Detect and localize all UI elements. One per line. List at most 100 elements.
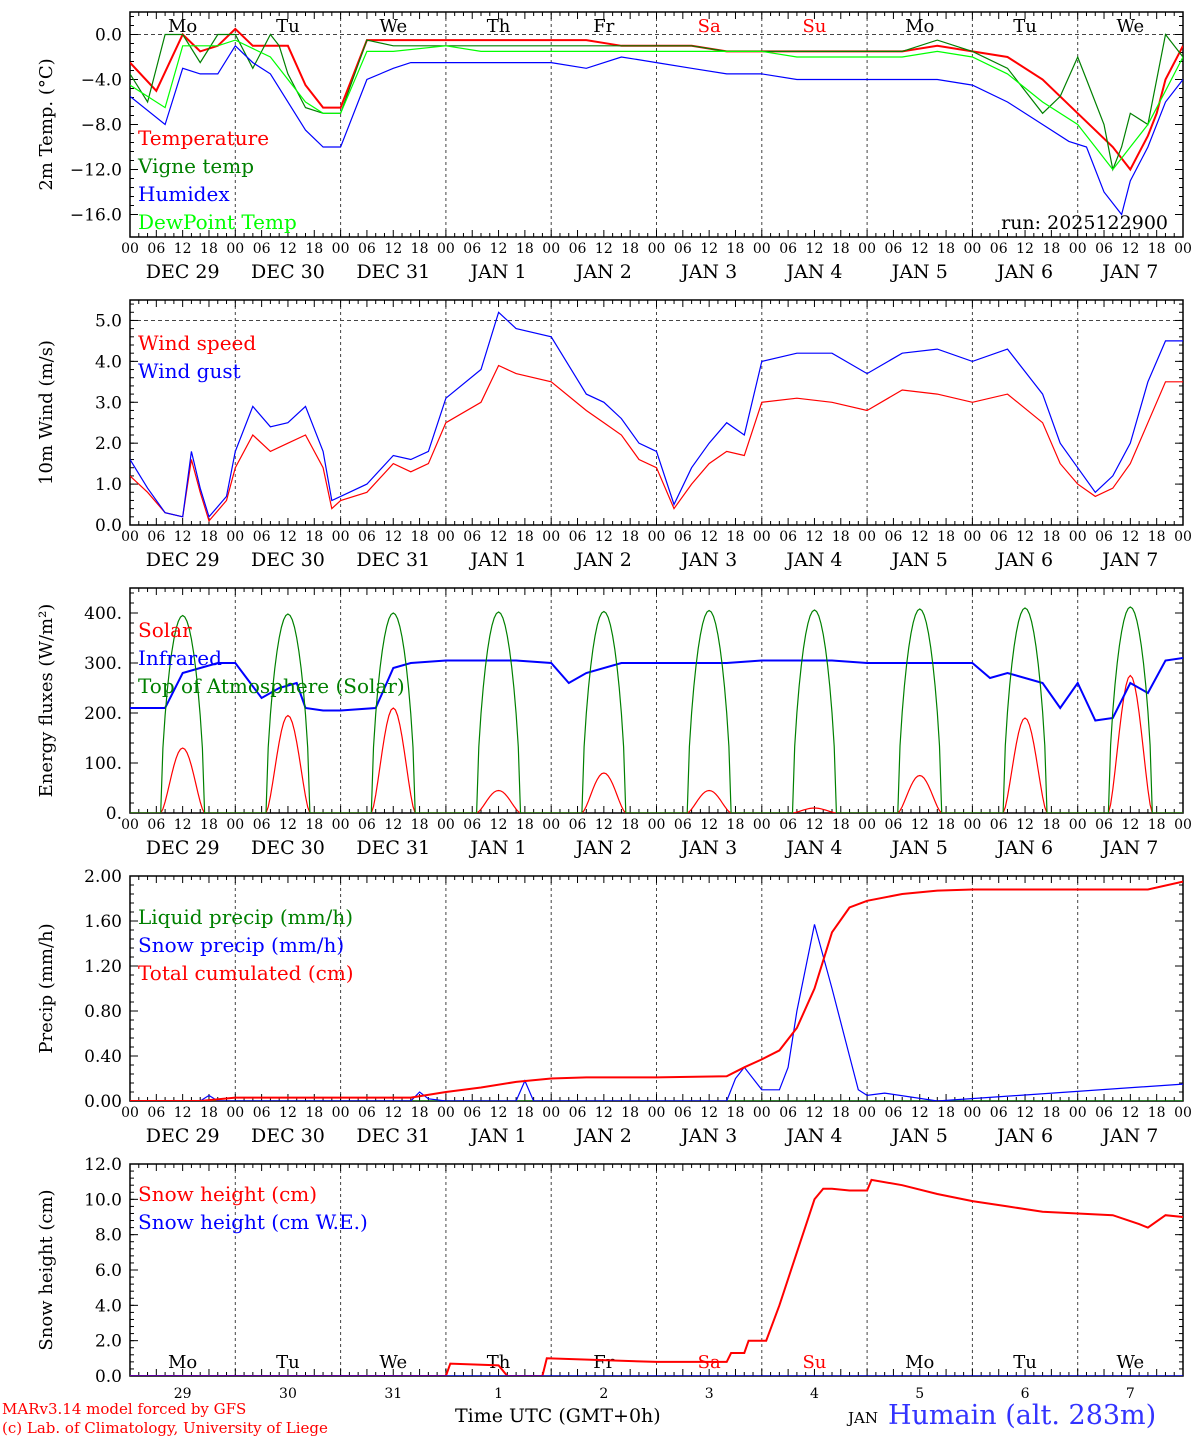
date-label: DEC 30 [251,549,325,571]
y-tick-label: 8.0 [95,1226,122,1246]
date-label: JAN 2 [574,261,632,283]
hour-tick-label: 06 [358,817,376,833]
hour-tick-label: 12 [1121,241,1139,257]
hour-tick-label: 06 [358,1105,376,1121]
hour-tick-label: 06 [569,817,587,833]
hour-tick-label: 00 [1069,817,1087,833]
hour-tick-label: 00 [858,1105,876,1121]
weekday-label: Tu [276,1352,300,1373]
hour-tick-label: 18 [1148,1105,1166,1121]
hour-tick-label: 00 [963,1105,981,1121]
hour-tick-label: 18 [1148,817,1166,833]
hour-tick-label: 12 [700,817,718,833]
hour-tick-label: 06 [990,1105,1008,1121]
weekday-label: Mo [905,16,934,37]
y-tick-label: 0.0 [95,1367,122,1387]
y-tick-label: 4.0 [95,1296,122,1316]
hour-tick-label: 12 [595,817,613,833]
date-label: JAN 4 [784,837,842,859]
hour-tick-label: 00 [753,817,771,833]
hour-tick-label: 00 [542,1105,560,1121]
date-label: JAN 4 [784,1125,842,1147]
y-tick-label: 0.00 [84,1092,122,1112]
y-axis-title-temp: 2m Temp. (°C) [36,58,57,190]
hour-tick-label: 00 [963,529,981,545]
legend-total-cumulated-cm-: Total cumulated (cm) [138,961,354,985]
legend-dewpoint-temp: DewPoint Temp [138,210,297,234]
day-number-label: 6 [1021,1386,1030,1402]
hour-tick-label: 06 [1095,529,1113,545]
hour-tick-label: 12 [174,529,192,545]
day-number-label: 2 [599,1386,608,1402]
series-group-precip [130,880,1183,1101]
hour-tick-label: 06 [147,817,165,833]
hour-tick-label: 18 [832,241,850,257]
date-label: JAN 1 [469,837,527,859]
hour-tick-label: 12 [1016,1105,1034,1121]
hour-tick-label: 06 [463,1105,481,1121]
hour-tick-label: 06 [463,817,481,833]
series-line-top-of-atmosphere-solar- [130,606,1183,813]
hour-tick-label: 00 [437,529,455,545]
plot-frame-wind [129,299,1184,526]
y-tick-label: 2.00 [84,867,122,887]
hour-tick-label: 06 [990,241,1008,257]
hour-tick-label: 00 [542,241,560,257]
date-label: JAN 1 [469,549,527,571]
plot-frame-energy [129,587,1184,814]
hour-tick-label: 00 [648,241,666,257]
hour-tick-label: 00 [1069,241,1087,257]
date-label: JAN 7 [1100,837,1158,859]
date-label: JAN 6 [995,261,1053,283]
hour-tick-label: 06 [885,817,903,833]
date-label: JAN 5 [890,549,948,571]
hour-tick-label: 06 [674,529,692,545]
date-label: JAN 3 [679,837,737,859]
hour-tick-label: 06 [569,529,587,545]
hour-tick-label: 12 [595,529,613,545]
hour-tick-label: 00 [1174,529,1192,545]
hour-tick-label: 18 [200,817,218,833]
hour-tick-label: 18 [727,817,745,833]
hour-tick-label: 18 [727,1105,745,1121]
hour-tick-label: 00 [226,1105,244,1121]
y-axis-title-snow: Snow height (cm) [36,1189,57,1350]
date-label: JAN 5 [890,261,948,283]
hour-tick-label: 00 [963,241,981,257]
y-tick-label: −4.0 [81,71,122,91]
hour-tick-label: 12 [384,817,402,833]
hour-tick-label: 00 [858,529,876,545]
y-tick-label: 0. [106,804,122,824]
hour-tick-label: 00 [121,241,139,257]
hour-tick-label: 18 [411,241,429,257]
hour-tick-label: 00 [226,241,244,257]
hour-tick-label: 06 [674,241,692,257]
date-label: JAN 5 [890,837,948,859]
hour-tick-label: 18 [516,817,534,833]
y-tick-label: 1.60 [84,912,122,932]
hour-tick-label: 00 [437,1105,455,1121]
date-label: JAN 7 [1100,549,1158,571]
hour-tick-label: 06 [674,1105,692,1121]
series-line-infrared [130,657,1183,722]
date-label: DEC 30 [251,261,325,283]
y-tick-label: 0.0 [95,516,122,536]
hour-tick-label: 06 [253,529,271,545]
date-label: JAN 6 [995,549,1053,571]
day-number-label: 7 [1126,1386,1135,1402]
hour-tick-label: 12 [490,241,508,257]
hour-tick-label: 18 [200,241,218,257]
hour-tick-label: 12 [700,241,718,257]
date-label: DEC 31 [356,549,430,571]
y-tick-label: −16.0 [70,206,122,226]
date-label: JAN 2 [574,1125,632,1147]
hour-tick-label: 18 [832,529,850,545]
hour-tick-label: 12 [384,1105,402,1121]
series-group-snow [130,1178,1183,1376]
hour-tick-label: 00 [963,817,981,833]
hour-tick-label: 18 [305,241,323,257]
y-tick-label: −8.0 [81,116,122,136]
date-label: DEC 29 [146,837,220,859]
day-number-label: 4 [810,1386,819,1402]
date-label: DEC 31 [356,837,430,859]
